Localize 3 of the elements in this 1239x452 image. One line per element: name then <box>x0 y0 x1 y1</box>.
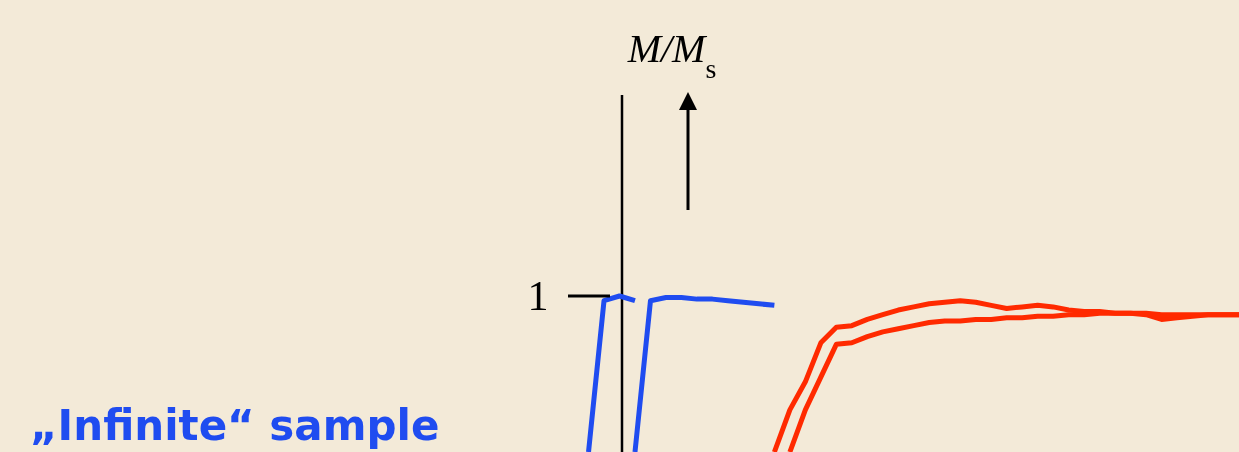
text: M/M$_{s}$ <box>626 26 717 84</box>
annotation: 1 <box>527 273 549 319</box>
annotation: „Infinite“ sample <box>30 401 440 450</box>
